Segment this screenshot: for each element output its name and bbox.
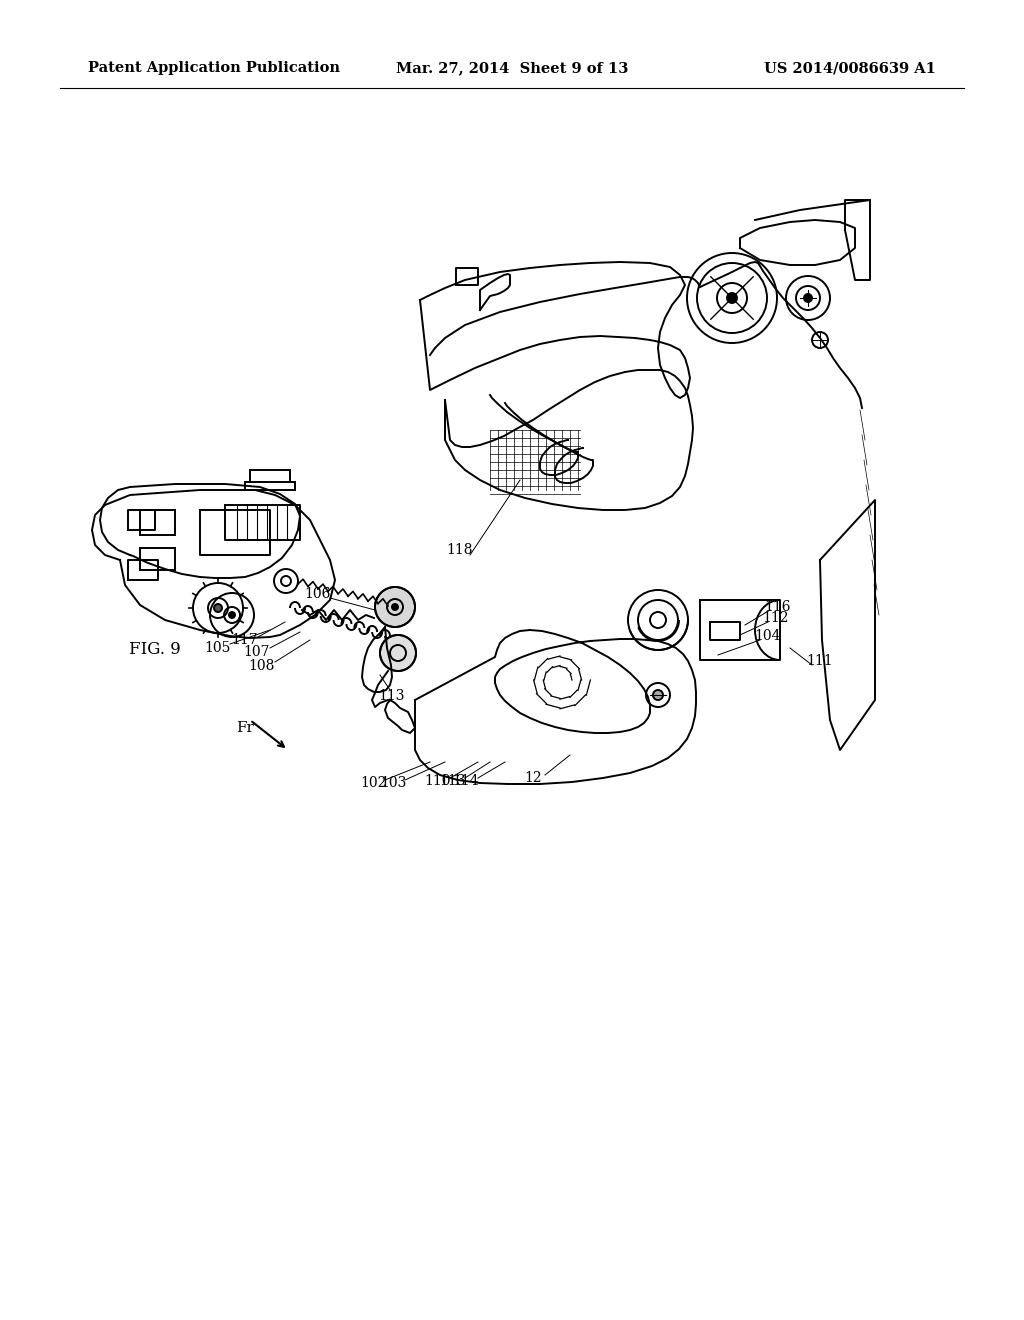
Text: 12: 12 — [524, 771, 542, 785]
Text: 102: 102 — [360, 776, 387, 789]
Text: 116: 116 — [765, 601, 792, 614]
Circle shape — [392, 605, 398, 610]
Text: 105: 105 — [204, 642, 230, 655]
Text: 107: 107 — [244, 645, 270, 659]
Text: 117: 117 — [231, 634, 258, 647]
Text: 106: 106 — [305, 587, 331, 601]
Circle shape — [214, 605, 222, 612]
Text: Mar. 27, 2014  Sheet 9 of 13: Mar. 27, 2014 Sheet 9 of 13 — [396, 61, 628, 75]
Text: Fr: Fr — [237, 721, 254, 735]
Circle shape — [380, 635, 416, 671]
Circle shape — [804, 294, 812, 302]
Text: 111: 111 — [807, 653, 834, 668]
Text: 113: 113 — [379, 689, 406, 704]
Text: 104: 104 — [755, 630, 781, 643]
Text: 114: 114 — [453, 774, 479, 788]
Text: 118: 118 — [446, 543, 473, 557]
Circle shape — [375, 587, 415, 627]
Text: US 2014/0086639 A1: US 2014/0086639 A1 — [764, 61, 936, 75]
Text: 103: 103 — [380, 776, 407, 789]
Text: 110: 110 — [425, 774, 452, 788]
Text: 113: 113 — [439, 774, 466, 788]
Text: 108: 108 — [249, 659, 275, 673]
Text: FIG. 9: FIG. 9 — [129, 642, 181, 659]
Circle shape — [727, 293, 737, 304]
Text: 112: 112 — [763, 611, 790, 624]
Circle shape — [229, 612, 234, 618]
Text: Patent Application Publication: Patent Application Publication — [88, 61, 340, 75]
Circle shape — [653, 690, 663, 700]
